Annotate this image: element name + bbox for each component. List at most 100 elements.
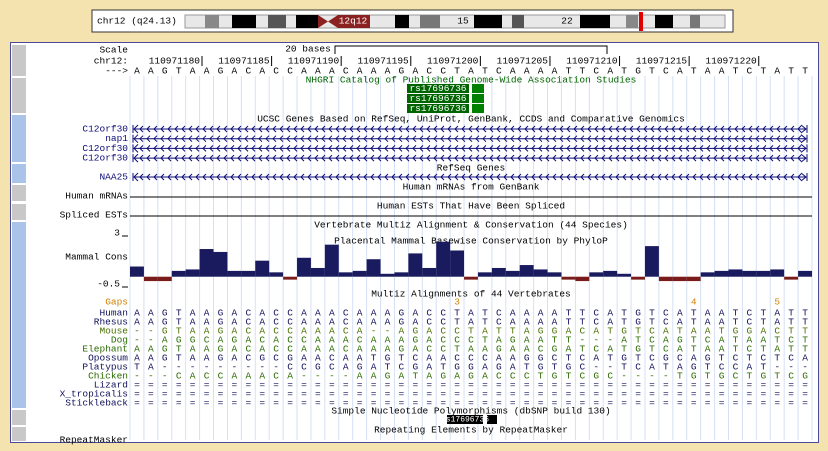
gaps-label: Gaps — [105, 297, 128, 308]
conservation-bar — [157, 276, 172, 282]
conservation-bar — [589, 272, 604, 277]
track-title: Vertebrate Multiz Alignment & Conservati… — [314, 220, 628, 231]
ideogram-bands — [184, 12, 726, 31]
species-label: Stickleback — [65, 398, 128, 409]
gap-count: 3 — [454, 297, 460, 308]
conservation-bar — [380, 273, 395, 277]
gwas-label: rs17696736 — [409, 83, 466, 94]
track-subtitle: Placental Mammal Basewise Conservation b… — [334, 236, 608, 247]
button[interactable] — [12, 115, 26, 162]
snp-label: rs17696736 — [441, 416, 489, 425]
conservation-bar — [464, 276, 478, 280]
ideogram-position: chr12 (q24.13) — [97, 16, 177, 27]
species-label: Lizard — [94, 380, 128, 391]
track-title: RefSeq Genes — [437, 163, 505, 174]
scale-text: 20 bases — [285, 44, 331, 55]
gene-label: nap1 — [105, 133, 128, 144]
ruler-position: 110971185 — [218, 56, 270, 67]
button[interactable] — [12, 204, 26, 220]
track-label: Human mRNAs — [65, 191, 128, 202]
gwas-item-tail — [472, 94, 484, 103]
track-label: Spliced ESTs — [60, 210, 128, 221]
conservation-bar — [672, 276, 687, 282]
ruler-position: 110971180 — [149, 56, 201, 67]
gene-chevrons — [139, 173, 802, 181]
gene-end — [132, 172, 808, 182]
gene-label: C12orf30 — [82, 124, 128, 135]
conservation-bar — [505, 270, 520, 277]
scale-label: Scale — [99, 45, 128, 56]
conservation-bar — [171, 270, 186, 277]
snp-item — [447, 415, 483, 424]
conservation-bar — [143, 276, 158, 282]
conservation-bar — [366, 259, 381, 277]
track-title: NHGRI Catalog of Published Genome-Wide A… — [306, 75, 637, 86]
ruler-position: 110971205 — [497, 56, 549, 67]
button[interactable] — [12, 410, 26, 425]
sequence: AAGTAAGACACCAAACAAAGACCTATCAAAATTCATGTCA… — [134, 308, 816, 319]
conservation-bar — [798, 270, 812, 277]
gap-count: 4 — [691, 297, 697, 308]
species-label: Rhesus — [94, 317, 128, 328]
sequence: --GTAAGACACCAAACA--AGACCTATTAGGACATGTCAT… — [134, 326, 816, 337]
conservation-bar — [603, 270, 618, 277]
button[interactable] — [12, 45, 26, 76]
conservation-bar — [338, 272, 353, 277]
sequence: TA---------CCGCAGATCGATGGAGATGTGC--TCATA… — [134, 362, 816, 373]
button[interactable] — [12, 164, 26, 183]
conservation-bar — [631, 276, 645, 280]
gwas-item-tail — [472, 84, 484, 93]
gene-end — [132, 153, 808, 163]
conservation-bar — [728, 269, 743, 277]
track-label: Mammal Cons — [65, 252, 128, 263]
gwas-label: rs17696736 — [409, 103, 466, 114]
gene-end — [132, 134, 808, 144]
species-label: Elephant — [82, 344, 128, 355]
button[interactable] — [12, 78, 26, 113]
conservation-bar — [408, 253, 423, 277]
conservation-bar — [575, 276, 590, 282]
gene-end — [132, 144, 808, 153]
track-title: Human ESTs That Have Been Spliced — [377, 201, 565, 212]
conservation-bar — [477, 272, 492, 277]
species-label: Dog — [111, 335, 128, 346]
ruler-position: 110971215 — [636, 56, 688, 67]
conservation-bar — [269, 272, 284, 277]
gene-label: C12orf30 — [82, 143, 128, 154]
conservation-bar — [394, 272, 409, 277]
sequence: --AGGCAGACACCAAACAAAGACCCTAGAATT---ATCAG… — [134, 335, 816, 346]
conservation-bar — [352, 270, 367, 277]
species-label: Opossum — [88, 353, 128, 364]
conservation-bar — [241, 270, 256, 277]
button[interactable] — [12, 185, 26, 201]
gene-label: NAA25 — [99, 172, 128, 183]
sequence: AAGTAAGACACCAAACAAAGACCTATCAAAATTCATGTCA… — [134, 66, 816, 77]
button[interactable] — [12, 222, 26, 408]
gene-chevrons — [139, 145, 802, 152]
band-label: 22 — [561, 16, 573, 27]
conservation-bar — [422, 267, 437, 277]
sequence: AAGTAAGACACCAAACAAAGACCTATCAAAATTCATGTCA… — [134, 317, 816, 328]
button[interactable] — [12, 427, 26, 441]
conservation-bar — [491, 267, 506, 277]
track-title: Repeating Elements by RepeatMasker — [374, 425, 568, 436]
conservation-bar — [742, 270, 757, 277]
species-label: Chicken — [88, 371, 128, 382]
species-label: Mouse — [99, 326, 128, 337]
band-label: 15 — [457, 16, 469, 27]
gwas-item — [407, 84, 469, 93]
track-title: UCSC Genes Based on RefSeq, UniProt, Gen… — [257, 114, 685, 125]
conservation-bar — [770, 269, 785, 277]
conservation-bar — [658, 276, 673, 282]
gap-count: 5 — [774, 297, 780, 308]
conservation-bar — [700, 272, 715, 277]
ruler-position: 110971190 — [288, 56, 340, 67]
conservation-bar — [450, 250, 465, 277]
conservation-bar — [561, 276, 576, 280]
chrom-label: chr12: — [94, 56, 128, 67]
gwas-item — [407, 94, 469, 103]
track-title: Multiz Alignments of 44 Vertebrates — [371, 289, 571, 300]
conservation-bar — [644, 246, 659, 277]
track-buttons[interactable] — [12, 45, 26, 441]
